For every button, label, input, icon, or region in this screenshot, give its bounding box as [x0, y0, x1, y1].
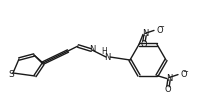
- Text: O: O: [157, 26, 164, 35]
- Text: H: H: [101, 47, 107, 56]
- Text: O: O: [141, 40, 147, 49]
- Text: N: N: [89, 45, 95, 54]
- Text: N: N: [104, 53, 110, 62]
- Text: N: N: [166, 74, 172, 83]
- Text: N: N: [142, 29, 148, 38]
- Text: −: −: [182, 69, 188, 75]
- Text: O: O: [181, 70, 188, 79]
- Text: −: −: [158, 24, 164, 30]
- Text: S: S: [8, 70, 14, 79]
- Text: O: O: [165, 85, 171, 94]
